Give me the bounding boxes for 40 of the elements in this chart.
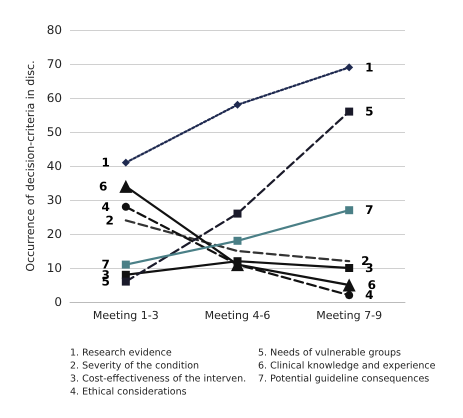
point [345, 206, 354, 214]
y-tick-label: 60 [46, 91, 62, 105]
point [345, 108, 354, 116]
y-tick-label: 50 [46, 125, 62, 139]
series-label: 4 [365, 288, 374, 302]
y-axis-title: Occurrence of decision-criteria in disc. [24, 60, 37, 272]
text: 6. Clinical knowledge and experience [258, 360, 436, 372]
y-tick-label: 40 [46, 159, 62, 173]
point [234, 210, 242, 218]
text: 4. Ethical considerations [70, 386, 187, 398]
y-tick-label: 0 [54, 295, 62, 309]
y-tick-label: 80 [46, 23, 62, 37]
x-tick-label: Meeting 4-6 [204, 309, 270, 322]
text: 5 [365, 104, 374, 119]
point [234, 100, 242, 109]
text: 1. Research evidence [70, 348, 172, 358]
text: 3. Cost-effectiveness of the interven. [70, 374, 246, 384]
x-tick-label: Meeting 7-9 [316, 309, 382, 322]
point [345, 291, 354, 300]
series-label: 2 [105, 213, 114, 228]
y-tick-label: 70 [46, 57, 62, 71]
point [122, 202, 130, 211]
series-label: 6 [98, 179, 108, 194]
point [345, 264, 354, 272]
text: 7 [365, 203, 374, 218]
point [122, 278, 130, 286]
series-label: 1 [101, 156, 110, 170]
y-tick-label: 30 [46, 193, 62, 207]
text: 1 [365, 60, 374, 74]
point [122, 158, 130, 167]
text: 4 [101, 200, 110, 214]
text: 5. Needs of vulnerable groups [258, 348, 402, 358]
point [122, 260, 130, 269]
point [345, 63, 354, 72]
y-tick-label: 20 [46, 227, 62, 241]
point [234, 236, 242, 245]
x-tick-label: Meeting 1-3 [92, 309, 159, 322]
text: 7. Potential guideline consequences [258, 374, 430, 384]
text: 2. Severity of the condition [70, 360, 200, 372]
y-tick-label: 10 [46, 261, 62, 275]
